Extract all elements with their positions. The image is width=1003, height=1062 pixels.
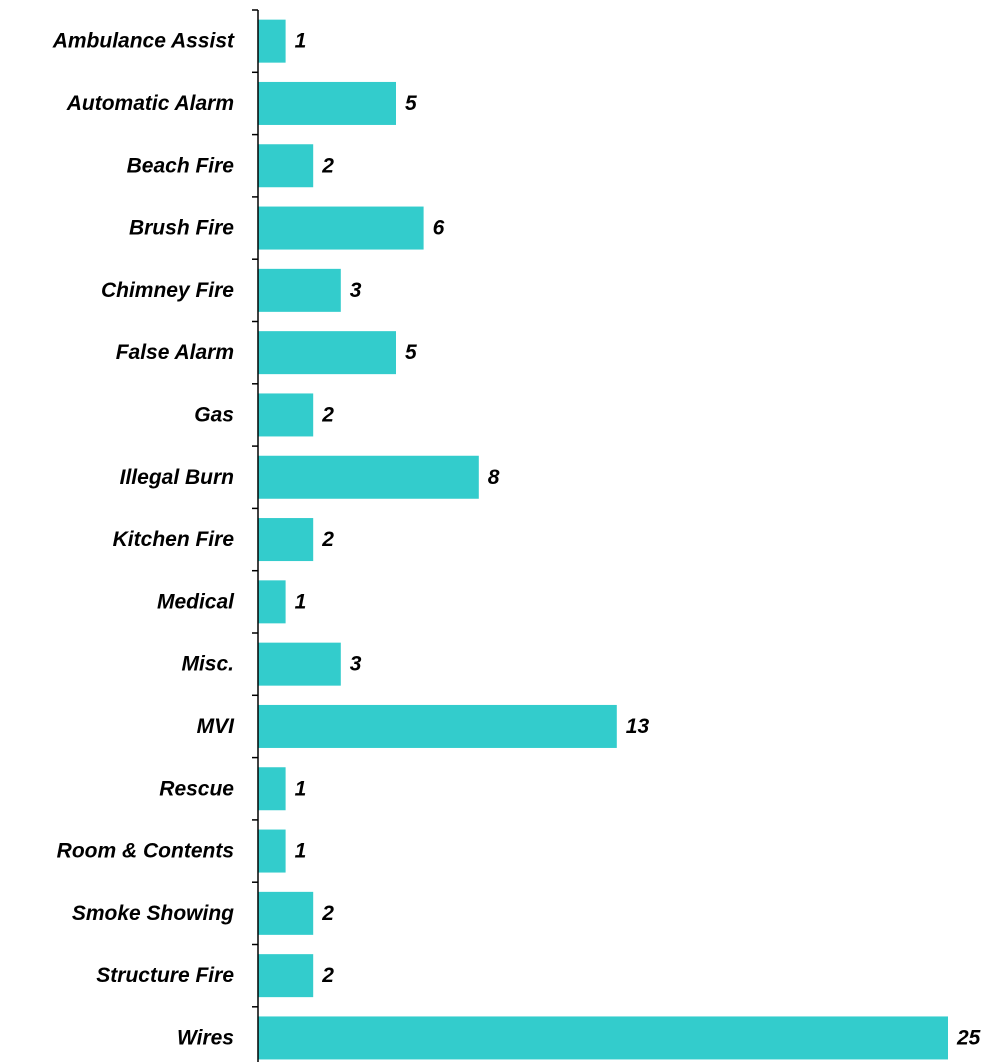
- bar-false-alarm: [258, 331, 396, 375]
- value-label-false-alarm: 5: [405, 341, 417, 364]
- value-label-rescue: 1: [295, 777, 307, 800]
- category-label-brush-fire: Brush Fire: [129, 217, 234, 240]
- bar-automatic-alarm: [258, 81, 396, 125]
- value-label-ambulance-assist: 1: [295, 30, 307, 53]
- value-label-mvi: 13: [626, 715, 650, 738]
- bar-rescue: [258, 767, 286, 811]
- bar-chimney-fire: [258, 268, 341, 312]
- bar-kitchen-fire: [258, 518, 314, 562]
- bar-medical: [258, 580, 286, 624]
- category-label-wires: Wires: [177, 1026, 234, 1049]
- bar-smoke-showing: [258, 891, 314, 935]
- value-label-wires: 25: [956, 1026, 981, 1049]
- category-label-rescue: Rescue: [159, 777, 234, 800]
- value-label-illegal-burn: 8: [488, 466, 500, 489]
- category-label-misc: Misc.: [181, 653, 234, 676]
- value-label-chimney-fire: 3: [350, 279, 362, 302]
- category-label-smoke-showing: Smoke Showing: [72, 902, 234, 925]
- value-label-smoke-showing: 2: [321, 902, 334, 925]
- category-label-beach-fire: Beach Fire: [127, 154, 235, 177]
- value-label-beach-fire: 2: [321, 154, 334, 177]
- bar-misc: [258, 642, 341, 686]
- category-label-automatic-alarm: Automatic Alarm: [66, 92, 234, 115]
- category-label-medical: Medical: [157, 590, 235, 613]
- category-label-structure-fire: Structure Fire: [96, 964, 234, 987]
- bar-beach-fire: [258, 144, 314, 188]
- value-label-brush-fire: 6: [433, 217, 445, 240]
- value-label-misc: 3: [350, 653, 362, 676]
- category-label-illegal-burn: Illegal Burn: [120, 466, 234, 489]
- category-label-kitchen-fire: Kitchen Fire: [113, 528, 235, 551]
- bar-room-and-contents: [258, 829, 286, 873]
- bar-gas: [258, 393, 314, 437]
- category-labels-group: Ambulance Assist Automatic Alarm Beach Fir…: [52, 30, 235, 1050]
- value-label-medical: 1: [295, 590, 307, 613]
- bar-ambulance-assist: [258, 19, 286, 63]
- value-label-automatic-alarm: 5: [405, 92, 417, 115]
- y-axis: [252, 9, 259, 1062]
- value-label-structure-fire: 2: [321, 964, 334, 987]
- bar-illegal-burn: [258, 455, 479, 499]
- value-label-gas: 2: [321, 403, 334, 426]
- bar-mvi: [258, 704, 617, 748]
- value-label-kitchen-fire: 2: [321, 528, 334, 551]
- bar-structure-fire: [258, 954, 314, 998]
- category-label-false-alarm: False Alarm: [116, 341, 234, 364]
- bar-brush-fire: [258, 206, 424, 250]
- value-label-room-and-contents: 1: [295, 840, 307, 863]
- category-label-chimney-fire: Chimney Fire: [101, 279, 234, 302]
- category-label-room-and-contents: Room & Contents: [57, 840, 234, 863]
- category-label-mvi: MVI: [197, 715, 236, 738]
- category-label-gas: Gas: [194, 403, 234, 426]
- category-label-ambulance-assist: Ambulance Assist: [52, 30, 235, 53]
- bar-wires: [258, 1016, 948, 1060]
- bars-group: [258, 19, 948, 1060]
